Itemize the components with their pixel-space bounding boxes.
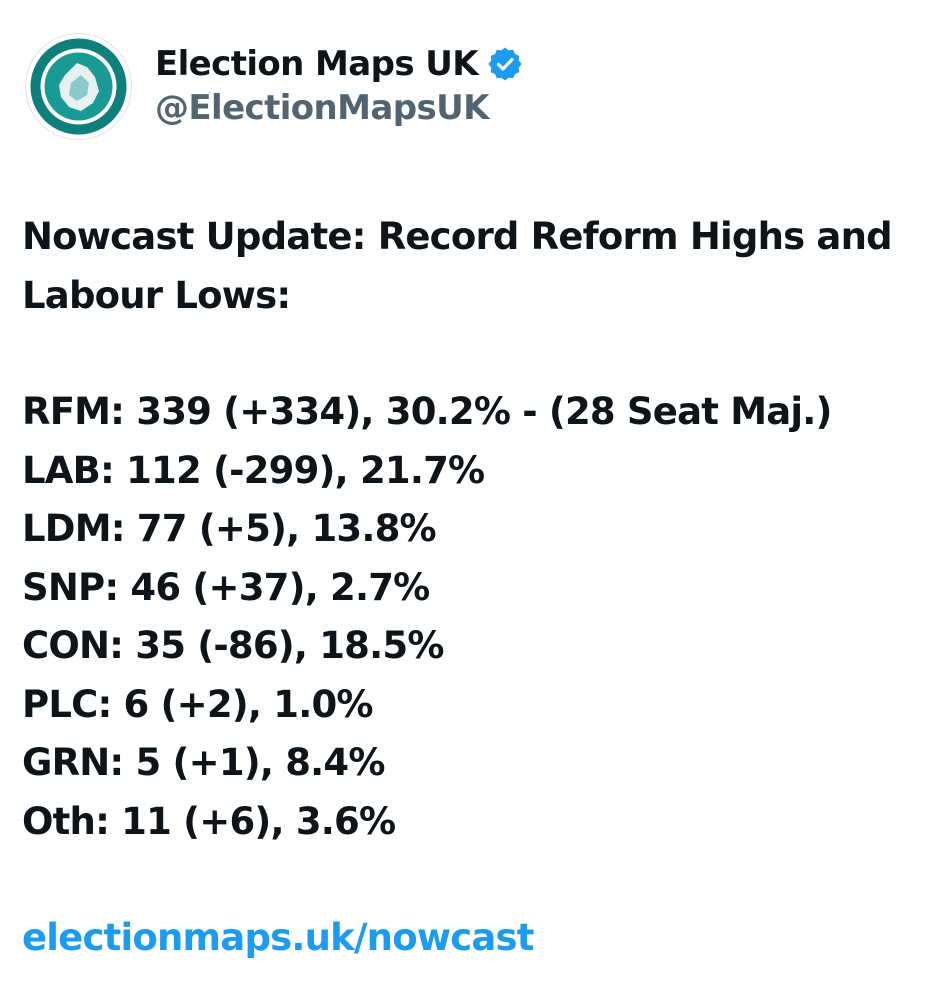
author-display-name[interactable]: Election Maps UK	[155, 44, 479, 84]
result-line-ldm: LDM: 77 (+5), 13.8%	[22, 507, 437, 550]
tweet-link-row: electionmaps.uk/nowcast	[22, 909, 927, 968]
avatar[interactable]	[25, 33, 132, 140]
result-line-snp: SNP: 46 (+37), 2.7%	[22, 565, 430, 609]
result-line-con: CON: 35 (-86), 18.5%	[22, 624, 444, 667]
result-line-lab: LAB: 112 (-299), 21.7%	[22, 448, 485, 492]
tweet-headline: Nowcast Update: Record Reform Highs and …	[22, 215, 893, 317]
result-line-oth: Oth: 11 (+6), 3.6%	[22, 799, 396, 843]
nowcast-link[interactable]: electionmaps.uk/nowcast	[22, 916, 534, 959]
verified-badge-icon[interactable]	[488, 47, 522, 81]
author-name-row: Election Maps UK	[155, 42, 522, 86]
result-line-rfm: RFM: 339 (+334), 30.2% - (28 Seat Maj.)	[22, 390, 832, 433]
tweet-text: Nowcast Update: Record Reform Highs and …	[22, 208, 927, 968]
election-maps-uk-logo-icon	[25, 33, 132, 140]
author-handle[interactable]: @ElectionMapsUK	[155, 88, 489, 128]
result-line-plc: PLC: 6 (+2), 1.0%	[22, 682, 373, 726]
result-line-grn: GRN: 5 (+1), 8.4%	[22, 741, 385, 784]
